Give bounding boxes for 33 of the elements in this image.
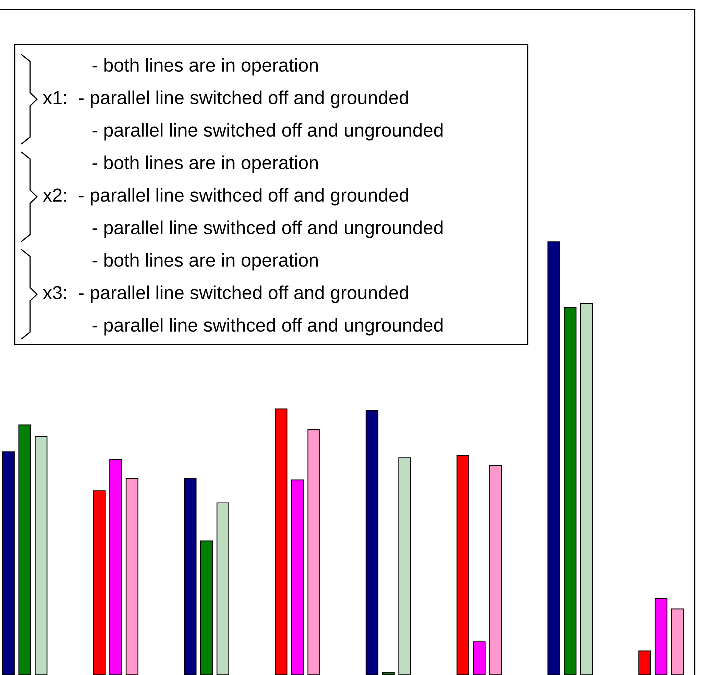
- text: x1: - parallel line switched off and grounded: [43, 90, 408, 108]
- bar: [35, 436, 48, 675]
- annotation: - both lines are in operation: [92, 253, 318, 271]
- bar: [548, 242, 560, 675]
- bar: [308, 430, 320, 675]
- bar: [654, 598, 668, 675]
- annotation: x3: - parallel line switched off and grounded: [43, 286, 408, 304]
- annotation: - parallel line swithced off and ungrounded: [92, 318, 443, 336]
- bar: [275, 408, 288, 675]
- bar: [110, 459, 122, 675]
- text: x2: - parallel line swithced off and grounded: [43, 188, 408, 206]
- bar: [564, 307, 577, 675]
- bar: [366, 410, 379, 675]
- text: - parallel line switched off and ungrounded: [92, 123, 443, 141]
- bar: [382, 672, 395, 675]
- bar: [456, 456, 470, 675]
- bar: [184, 478, 197, 675]
- bar: [490, 465, 502, 675]
- bar: [93, 490, 106, 675]
- text: - both lines are in operation: [92, 58, 318, 76]
- bar: [398, 458, 412, 675]
- bar: [200, 540, 214, 675]
- text: - both lines are in operation: [92, 156, 318, 174]
- bar: [2, 452, 15, 675]
- bar: [291, 480, 304, 675]
- bar: [473, 642, 486, 675]
- bar: [671, 608, 684, 675]
- text: - parallel line swithced off and ungrounded: [92, 220, 443, 238]
- bar: [126, 478, 139, 675]
- bar: [216, 502, 230, 675]
- bar: [580, 304, 594, 675]
- bar: [638, 650, 652, 675]
- bar: [18, 424, 32, 675]
